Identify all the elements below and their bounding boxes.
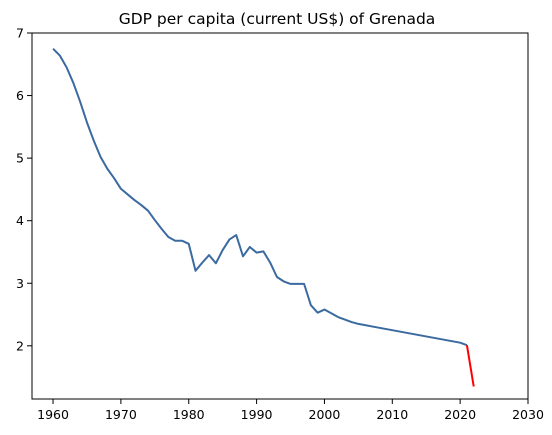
x-tick-label: 1990 [241, 407, 273, 422]
y-axis: 2 3 4 5 6 7 [16, 26, 32, 353]
x-tick-label: 2010 [376, 407, 408, 422]
y-tick-label: 3 [16, 276, 24, 291]
series-layer [52, 47, 475, 387]
series-line-0 [52, 47, 468, 347]
x-tick-label: 2030 [512, 407, 544, 422]
plot-area-frame [31, 32, 529, 400]
chart-title: GDP per capita (current US$) of Grenada [119, 10, 436, 28]
x-tick-label: 2000 [309, 407, 341, 422]
series-line-1 [465, 345, 475, 387]
y-tick-label: 5 [16, 151, 24, 166]
x-tick-label: 2020 [444, 407, 476, 422]
y-tick-label: 6 [16, 88, 24, 103]
y-tick-label: 4 [16, 213, 24, 228]
y-tick-label: 2 [16, 338, 24, 353]
x-tick-label: 1980 [173, 407, 205, 422]
y-tick-label: 7 [16, 26, 24, 41]
x-tick-label: 1970 [105, 407, 137, 422]
x-axis: 1960 1970 1980 1990 2000 2010 2020 2030 [37, 399, 544, 422]
x-tick-label: 1960 [37, 407, 69, 422]
